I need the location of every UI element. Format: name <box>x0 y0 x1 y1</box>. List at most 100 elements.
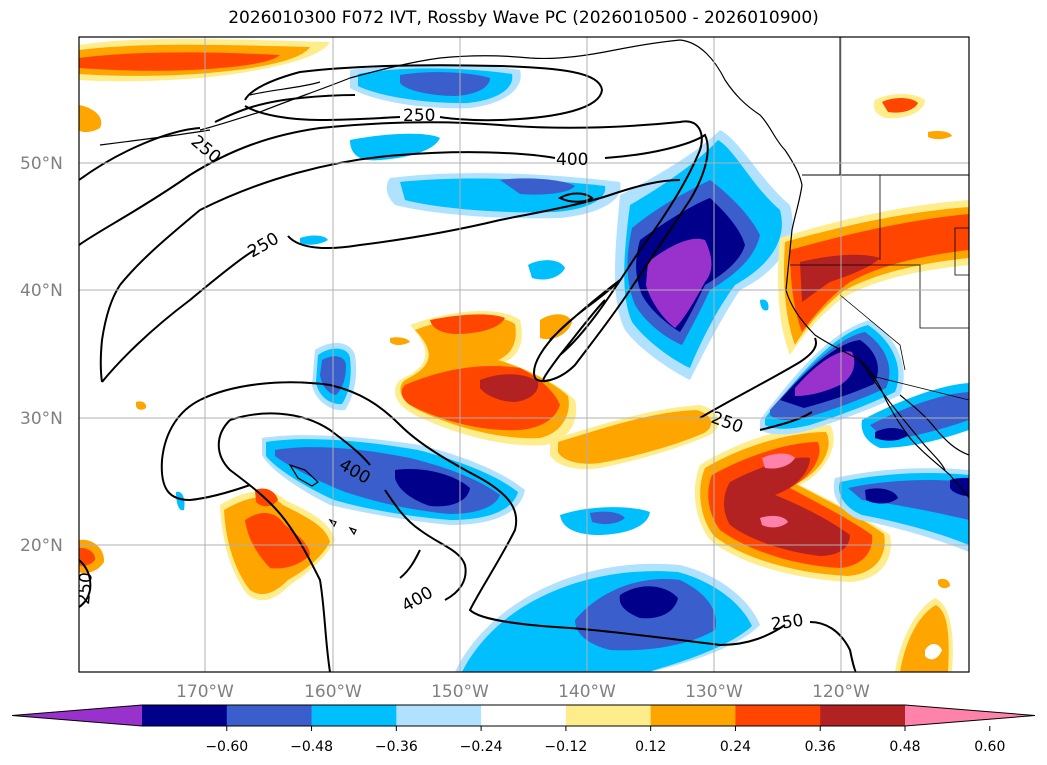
lon-label: 120°W <box>812 682 870 702</box>
colorbar-segment <box>226 705 313 726</box>
contour-400-small <box>557 192 594 203</box>
colorbar-segment <box>311 705 397 726</box>
colorbar-tick-label: 0.36 <box>805 739 836 755</box>
contour-250-north-top <box>244 64 604 122</box>
fill-patch <box>760 299 769 311</box>
colorbar-segment <box>820 705 906 726</box>
colorbar-segment <box>650 705 736 726</box>
fill-patch <box>480 374 539 402</box>
colorbar-tick-label: 0.60 <box>974 739 1005 755</box>
colorbar-tick-label: 0.24 <box>720 739 751 755</box>
contour-250-baja <box>699 337 818 419</box>
contour-400-south-inner <box>217 419 331 672</box>
coastline-hawaii <box>288 463 319 487</box>
colorbar-tick-label: −0.48 <box>290 739 333 755</box>
colorbar-extend-min <box>12 705 142 726</box>
coastline-alaska <box>199 39 803 186</box>
fill-patch <box>79 52 280 71</box>
contour-label: 400 <box>556 150 588 170</box>
colorbar-segment <box>565 705 652 726</box>
lat-label: 40°N <box>20 281 63 301</box>
colorbar <box>11 704 1036 727</box>
colorbar-segment <box>735 705 821 726</box>
fill-patch <box>762 453 795 469</box>
fill-patch <box>350 133 440 161</box>
pc-contours <box>79 64 857 672</box>
fill-patch <box>136 401 147 410</box>
contour-250-south <box>199 381 857 672</box>
fill-patch <box>300 235 328 245</box>
fill-patch <box>390 337 410 345</box>
fill-patch <box>245 513 310 569</box>
contour-400-baja-loop <box>399 549 421 579</box>
fill-patch <box>800 254 880 302</box>
map-title: 2026010300 F072 IVT, Rossby Wave PC (202… <box>228 8 819 28</box>
fill-patch <box>928 131 952 140</box>
colorbar-ticks: −0.60 −0.48 −0.36 −0.24 −0.12 0.12 0.24 0.36 0.4… <box>205 726 1005 755</box>
contour-400-north <box>99 133 709 383</box>
fill-patch <box>400 72 490 96</box>
lon-label: 140°W <box>558 682 616 702</box>
lon-label: 160°W <box>304 682 362 702</box>
fill-patch <box>938 578 950 589</box>
colorbar-tick-label: −0.36 <box>375 739 418 755</box>
state-border <box>867 374 969 401</box>
state-border <box>839 294 906 371</box>
contour-250-diagonal <box>79 120 703 383</box>
ivt-anomaly-fills <box>79 38 969 672</box>
fill-patch <box>795 351 855 396</box>
contour-label: 250 <box>770 611 805 635</box>
contour-250-diagonal-mid <box>287 179 681 249</box>
fill-patch <box>790 214 969 332</box>
colorbar-tick-label: 0.48 <box>889 739 920 755</box>
coastline-hawaii <box>348 526 357 536</box>
colorbar-segment <box>481 705 567 726</box>
contour-250-south-outer <box>160 399 251 502</box>
coastline-gulf <box>899 394 969 456</box>
colorbar-segment <box>396 705 482 726</box>
colorbar-tick-label: 0.12 <box>635 739 666 755</box>
fill-patch <box>882 97 918 113</box>
fill-patch <box>79 547 96 566</box>
fill-patch <box>255 488 278 507</box>
fill-patch <box>724 457 850 556</box>
fill-patch <box>528 260 565 280</box>
contour-label: 250 <box>74 571 97 605</box>
colorbar-segment <box>142 705 228 726</box>
lon-labels: 170°W 160°W 150°W 140°W 130°W 120°W <box>176 682 870 702</box>
colorbar-outline <box>11 704 1036 727</box>
contour-250-left-edge <box>79 559 92 608</box>
colorbar-tick-label: −0.12 <box>544 739 587 755</box>
contour-label: 250 <box>403 106 435 126</box>
colorbar-extend-max <box>905 705 1035 726</box>
fill-patch <box>395 469 470 507</box>
fill-patch <box>540 314 572 340</box>
contour-250-diagonal-lower <box>101 249 256 383</box>
fill-patch <box>176 491 185 511</box>
fill-patch <box>646 238 712 328</box>
lat-label: 30°N <box>20 409 63 429</box>
fill-patch <box>865 488 898 504</box>
contour-250-north-inner <box>244 105 401 122</box>
fill-patch <box>500 178 575 195</box>
fill-patch <box>925 644 942 660</box>
fill-patch <box>79 105 102 132</box>
fill-patch <box>870 392 969 440</box>
colorbar-tick-label: −0.24 <box>460 739 503 755</box>
lat-label: 50°N <box>20 154 63 174</box>
state-border <box>954 227 969 276</box>
lon-label: 130°W <box>685 682 743 702</box>
fill-patch <box>558 410 712 464</box>
coastline-baja <box>859 359 946 471</box>
lon-label: 170°W <box>176 682 234 702</box>
contour-250-baja-link <box>759 411 813 431</box>
fill-patch <box>590 511 625 525</box>
contour-400-south <box>229 412 467 601</box>
lat-labels: 50°N 40°N 30°N 20°N <box>20 154 63 556</box>
lon-label: 150°W <box>431 682 489 702</box>
contour-250-north <box>79 94 356 181</box>
gridlines <box>79 37 969 672</box>
map-frame <box>78 36 970 673</box>
fill-patch <box>619 586 678 619</box>
